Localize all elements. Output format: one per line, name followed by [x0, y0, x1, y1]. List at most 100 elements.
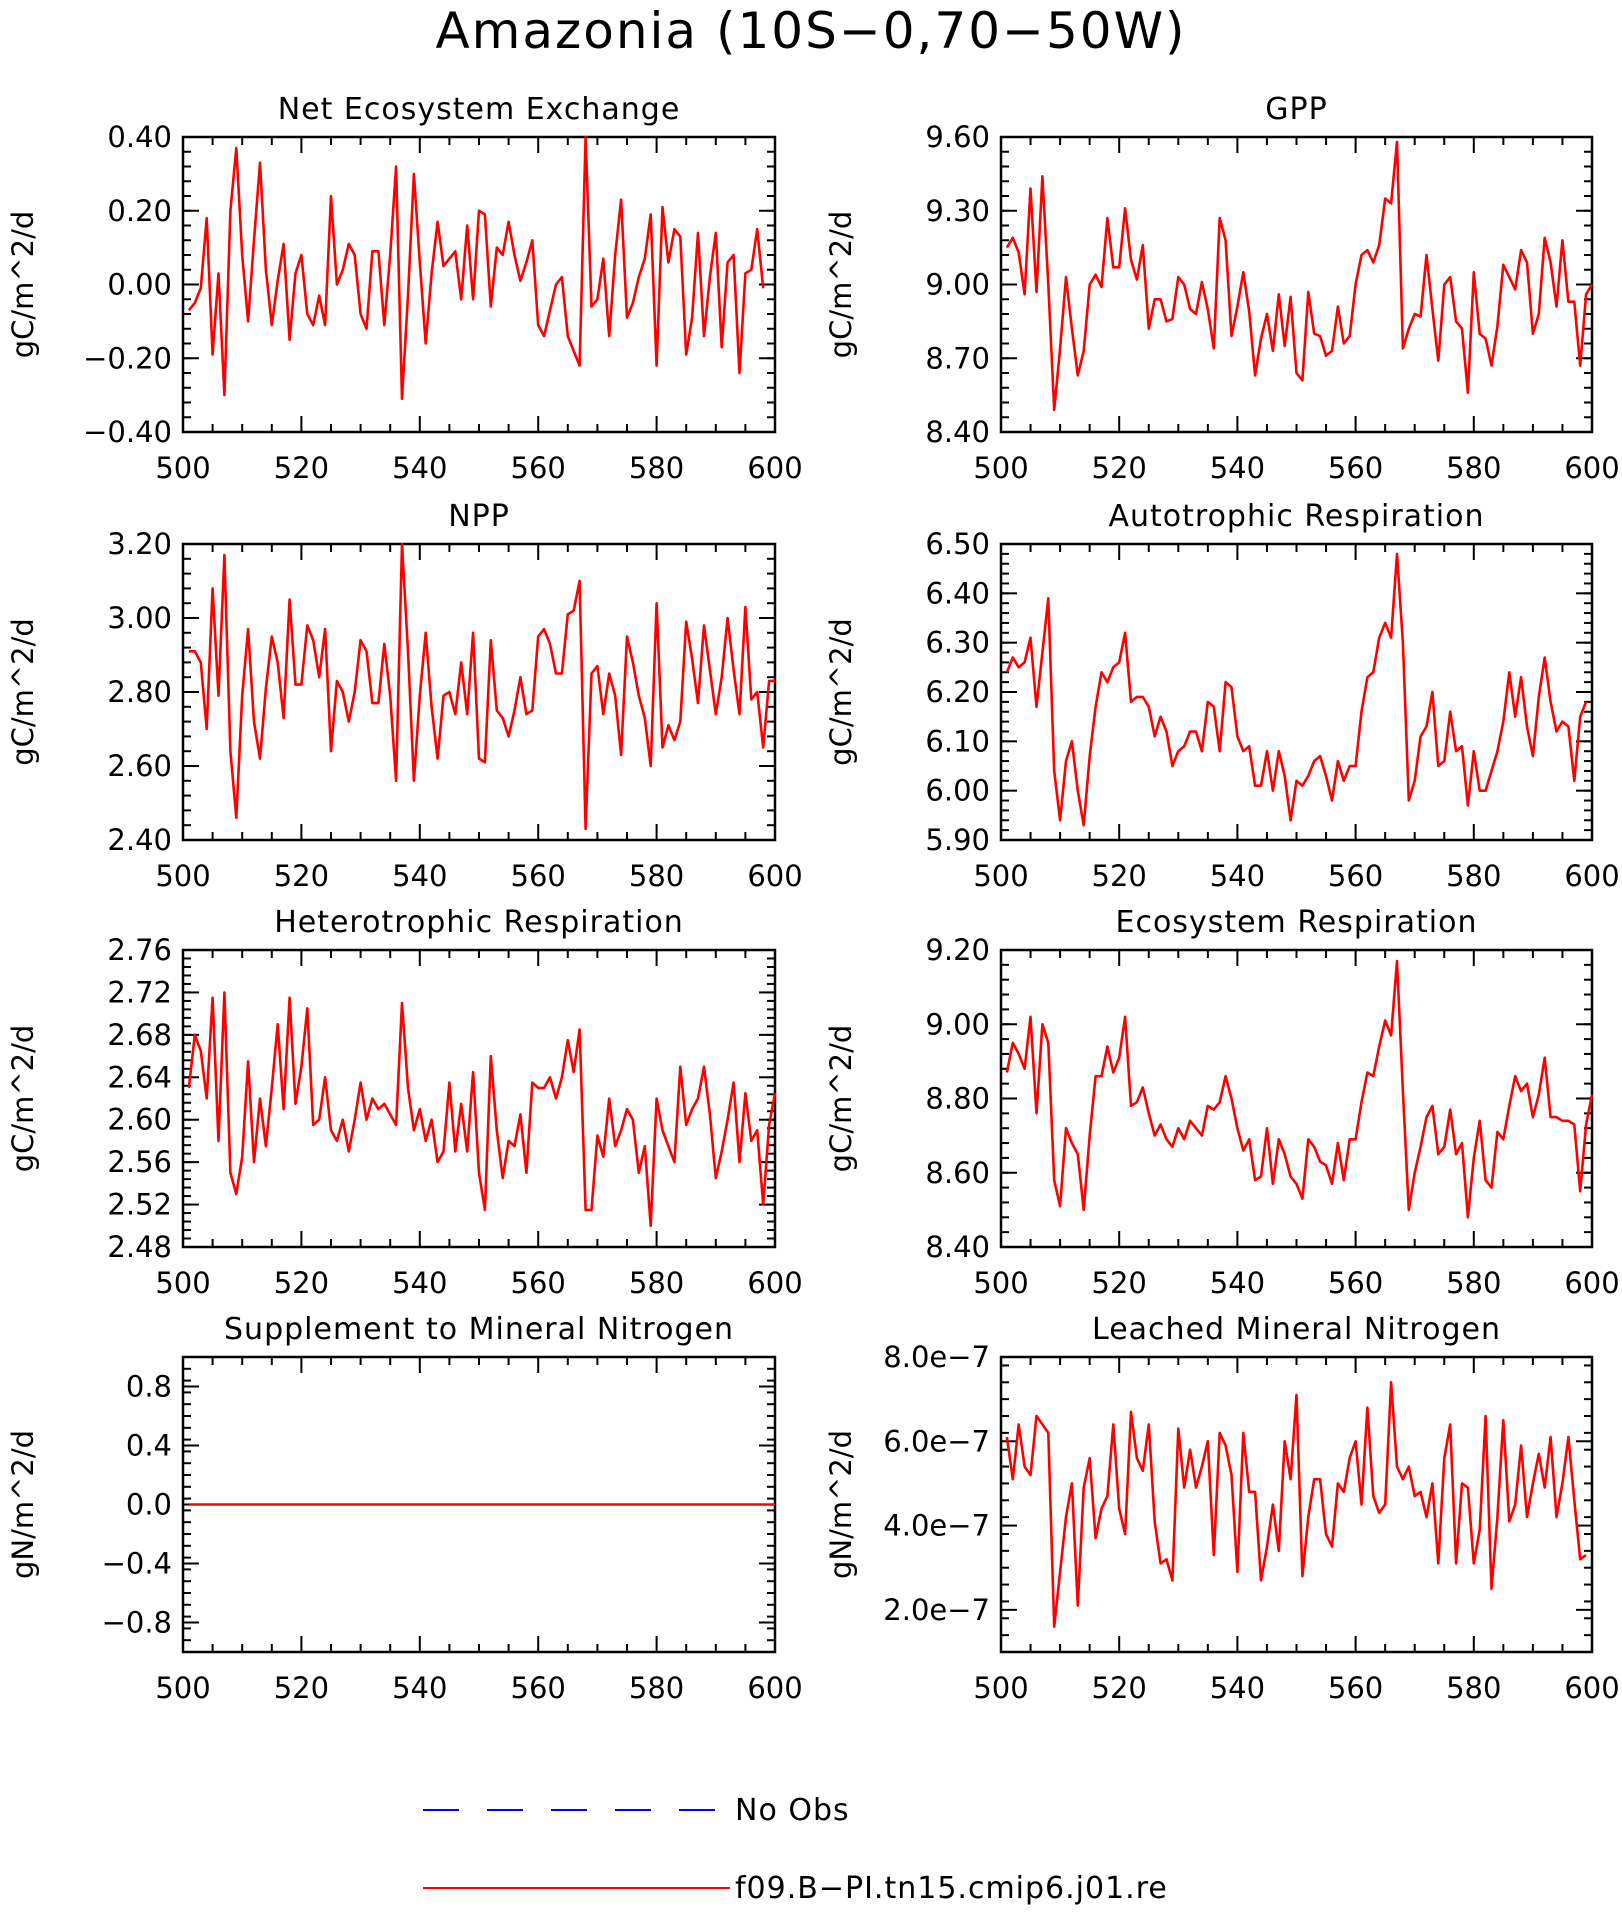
x-tick-label: 560 — [511, 451, 566, 485]
legend-label-model-run: f09.B−PI.tn15.cmip6.j01.re — [735, 1871, 1168, 1906]
x-tick-label: 520 — [274, 859, 329, 893]
y-tick-label: 9.20 — [925, 933, 990, 967]
y-tick-label: 2.48 — [107, 1230, 172, 1264]
x-tick-label: 540 — [1210, 1266, 1265, 1300]
y-tick-label: 0.8 — [126, 1370, 172, 1404]
y-tick-label: 2.72 — [107, 975, 172, 1009]
x-tick-label: 580 — [1446, 859, 1501, 893]
x-tick-label: 600 — [1564, 859, 1619, 893]
x-tick-label: 580 — [629, 1266, 684, 1300]
x-tick-label: 580 — [1446, 451, 1501, 485]
y-tick-label: 4.0e−7 — [883, 1509, 990, 1543]
y-tick-label: 6.20 — [925, 675, 990, 709]
y-tick-label: 2.56 — [107, 1145, 172, 1179]
y-tick-label: 0.00 — [107, 268, 172, 302]
x-tick-label: 560 — [511, 1671, 566, 1705]
y-tick-label: 0.40 — [107, 120, 172, 154]
x-tick-label: 580 — [629, 451, 684, 485]
y-axis-label: gN/m^2/d — [6, 1430, 40, 1579]
x-tick-label: 540 — [392, 1266, 447, 1300]
y-tick-label: 2.60 — [107, 1103, 172, 1137]
y-tick-label: 2.80 — [107, 675, 172, 709]
legend: No Obs f09.B−PI.tn15.cmip6.j01.re — [423, 1793, 1168, 1906]
series-line — [1005, 959, 1594, 1219]
x-tick-label: 520 — [274, 1266, 329, 1300]
y-tick-label: 5.90 — [925, 823, 990, 857]
y-axis-label: gC/m^2/d — [6, 618, 40, 766]
panel-title: NPP — [448, 499, 510, 534]
y-tick-label: 6.40 — [925, 576, 990, 610]
y-tick-label: 6.50 — [925, 527, 990, 561]
y-tick-label: 0.4 — [126, 1429, 172, 1463]
x-tick-label: 560 — [511, 859, 566, 893]
y-tick-label: 3.00 — [107, 601, 172, 635]
x-tick-label: 520 — [274, 1671, 329, 1705]
y-tick-label: 6.00 — [925, 774, 990, 808]
x-tick-label: 500 — [973, 859, 1028, 893]
x-tick-label: 600 — [1564, 451, 1619, 485]
y-tick-label: −0.20 — [83, 341, 172, 375]
x-tick-label: 520 — [1092, 1671, 1147, 1705]
x-tick-label: 580 — [1446, 1671, 1501, 1705]
panel-title: Net Ecosystem Exchange — [278, 92, 681, 127]
y-tick-label: 8.60 — [925, 1156, 990, 1190]
y-tick-label: −0.8 — [102, 1606, 172, 1640]
y-tick-label: 9.00 — [925, 1007, 990, 1041]
y-tick-label: 6.0e−7 — [883, 1424, 990, 1458]
x-tick-label: 500 — [155, 859, 210, 893]
y-tick-label: 3.20 — [107, 527, 172, 561]
y-axis-label: gC/m^2/d — [6, 211, 40, 359]
panel-leached-mineral-nitrogen: Leached Mineral Nitrogen 500 520 540 560 580 6… — [824, 1312, 1620, 1705]
plot-frame — [999, 948, 1594, 1249]
panel-heterotrophic-respiration: Heterotrophic Respiration 500 520 540 560 580… — [6, 905, 803, 1300]
y-axis-label: gN/m^2/d — [824, 1430, 858, 1579]
y-tick-label: 2.0e−7 — [883, 1593, 990, 1627]
panel-title: GPP — [1265, 92, 1327, 127]
x-tick-label: 560 — [511, 1266, 566, 1300]
y-tick-label: 8.40 — [925, 415, 990, 449]
series-line — [1005, 1381, 1587, 1628]
y-tick-label: 9.00 — [925, 268, 990, 302]
x-tick-label: 500 — [155, 1266, 210, 1300]
x-tick-label: 520 — [1092, 451, 1147, 485]
y-tick-label: 0.20 — [107, 194, 172, 228]
series-line — [1005, 552, 1588, 827]
plot-frame — [181, 542, 777, 842]
y-tick-label: 8.80 — [925, 1082, 990, 1116]
x-tick-label: 500 — [973, 1266, 1028, 1300]
panel-title: Heterotrophic Respiration — [274, 905, 684, 940]
panel-title: Autotrophic Respiration — [1108, 499, 1484, 534]
x-tick-label: 600 — [1564, 1671, 1619, 1705]
chart-panels: Net Ecosystem Exchange 500 520 540 560 580 600… — [6, 92, 1620, 1705]
x-tick-label: 600 — [747, 1671, 802, 1705]
x-tick-label: 500 — [973, 1671, 1028, 1705]
series-line — [187, 991, 777, 1228]
x-tick-label: 600 — [747, 451, 802, 485]
x-tick-label: 560 — [1328, 859, 1383, 893]
y-tick-label: −0.4 — [102, 1547, 172, 1581]
series-line — [1005, 140, 1594, 412]
x-tick-label: 500 — [155, 451, 210, 485]
plot-frame — [999, 542, 1594, 842]
x-tick-label: 600 — [1564, 1266, 1619, 1300]
x-tick-label: 540 — [392, 1671, 447, 1705]
y-tick-label: 6.30 — [925, 626, 990, 660]
x-tick-label: 560 — [1328, 1671, 1383, 1705]
panel-title: Leached Mineral Nitrogen — [1092, 1312, 1501, 1347]
x-tick-label: 540 — [1210, 859, 1265, 893]
x-tick-label: 520 — [1092, 859, 1147, 893]
x-tick-label: 580 — [1446, 1266, 1501, 1300]
x-tick-label: 540 — [1210, 451, 1265, 485]
x-tick-label: 560 — [1328, 451, 1383, 485]
panel-net-ecosystem-exchange: Net Ecosystem Exchange 500 520 540 560 580 600… — [6, 92, 803, 485]
figure-title: Amazonia (10S−0,70−50W) — [435, 2, 1186, 60]
y-tick-label: 2.64 — [107, 1060, 172, 1094]
legend-label-no-obs: No Obs — [735, 1793, 850, 1828]
panel-supplement-to-mineral-nitrogen: Supplement to Mineral Nitrogen 500 520 540 5… — [6, 1312, 803, 1705]
x-tick-label: 600 — [747, 1266, 802, 1300]
x-tick-label: 560 — [1328, 1266, 1383, 1300]
x-tick-label: 540 — [1210, 1671, 1265, 1705]
panel-title: Ecosystem Respiration — [1116, 905, 1478, 940]
y-axis-label: gC/m^2/d — [824, 211, 858, 359]
